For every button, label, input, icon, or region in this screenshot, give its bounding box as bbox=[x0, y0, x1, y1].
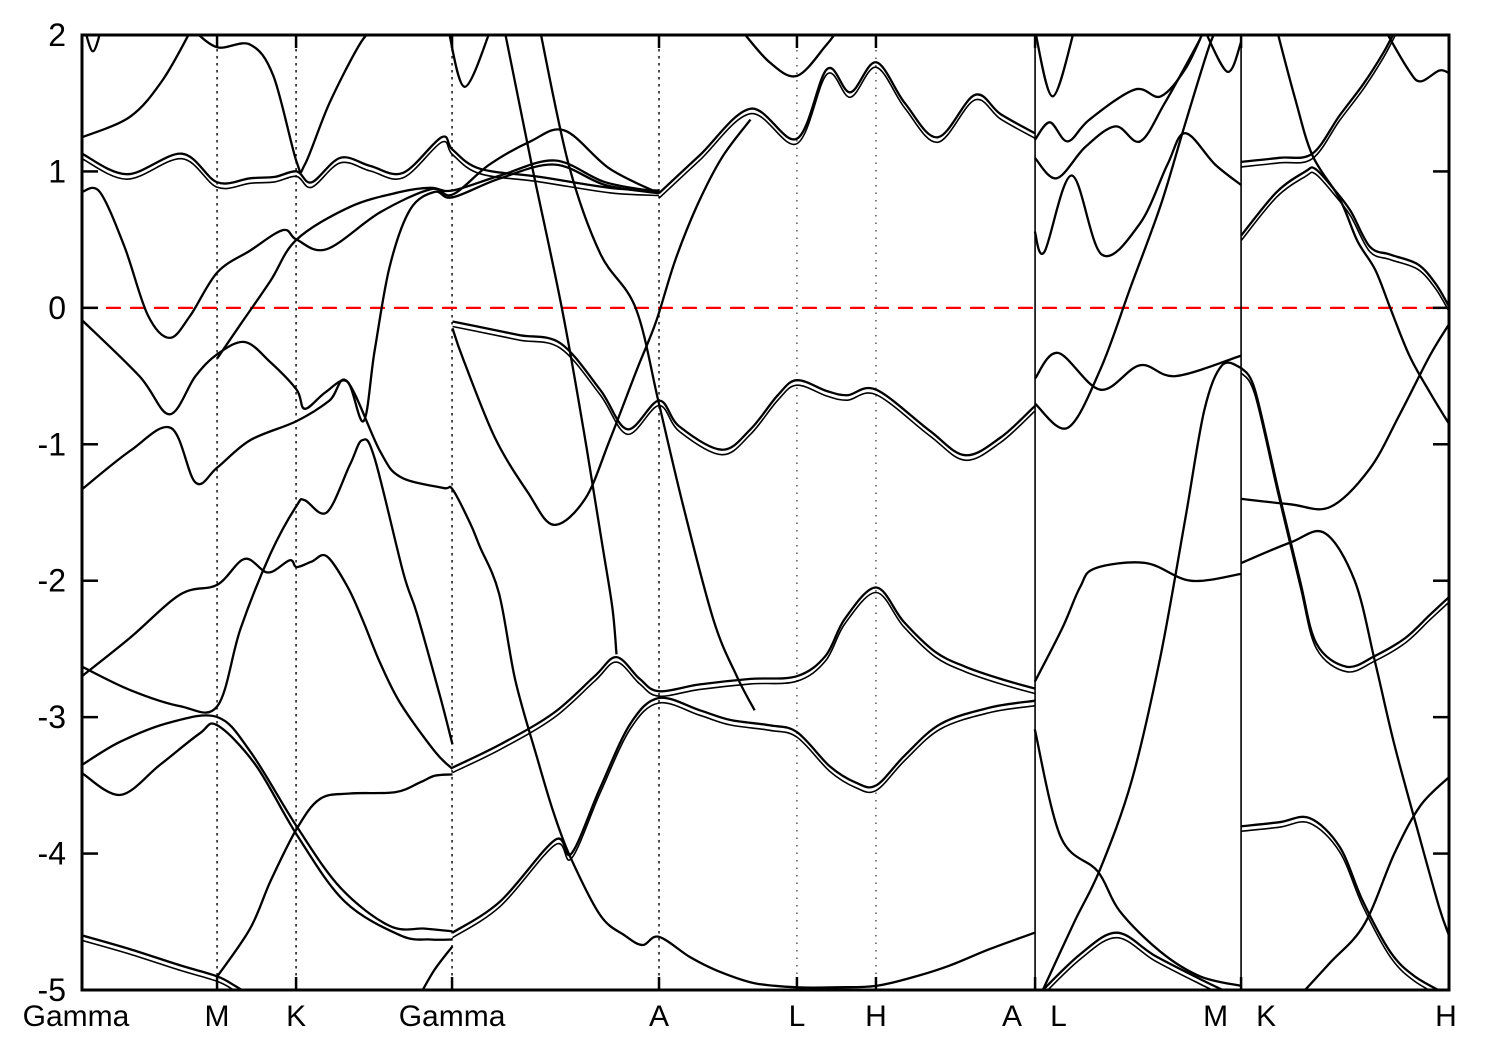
bands-group bbox=[82, 35, 1449, 990]
x-axis-label-9-M: M bbox=[1203, 1000, 1228, 1033]
x-axis-label-1-M: M bbox=[205, 1000, 230, 1033]
band-curve-p3-mid bbox=[1241, 323, 1449, 511]
x-axis-label-6-H: H bbox=[865, 1000, 887, 1033]
band-curve-p2-desc bbox=[1033, 729, 1242, 988]
band-curve-deep-2 bbox=[82, 438, 454, 745]
band-curve-p2-hump-pair bbox=[1046, 936, 1215, 990]
band-curve-p3-hump-pair bbox=[1240, 166, 1449, 308]
band-curve-upper-pair-A-L-H-A-pair bbox=[658, 66, 1036, 199]
band-curve-p3-top-v bbox=[1386, 35, 1449, 83]
band-curve-p2-top-v bbox=[1034, 35, 1075, 98]
band-curve-upper-pair-A-L-H-A bbox=[658, 61, 1036, 195]
x-axis-label-11-H: H bbox=[1435, 1000, 1457, 1033]
y-tick-label-5: -3 bbox=[38, 699, 66, 735]
y-tick-label-6: -4 bbox=[38, 836, 66, 872]
band-curve-p3-riser-pair-pair bbox=[1241, 35, 1397, 168]
band-curve-steep-1 bbox=[504, 35, 618, 655]
band-curve-bottom-1 bbox=[82, 714, 453, 933]
x-axis-label-4-A: A bbox=[649, 1000, 669, 1033]
y-tick-label-0: 2 bbox=[48, 17, 66, 53]
y-tick-label-4: -2 bbox=[38, 563, 66, 599]
band-curve-lower-pair-lower-pair bbox=[452, 701, 1035, 939]
x-axis-label-10-K: K bbox=[1256, 1000, 1276, 1033]
x-axis-label-0-Gamma: Gamma bbox=[23, 1000, 130, 1033]
band-curve-gamma-top-riser bbox=[82, 35, 190, 139]
band-curve-mid-3 bbox=[452, 320, 1036, 457]
band-curve-p2-mid-wavy bbox=[1033, 132, 1242, 258]
band-curve-mid-4 bbox=[451, 118, 752, 526]
band-curve-bottom-pair-gamma-pair bbox=[82, 939, 236, 990]
x-axis-label-8-L: L bbox=[1050, 1000, 1067, 1033]
plot-border bbox=[80, 33, 1451, 992]
x-axis-label-5-L: L bbox=[789, 1000, 806, 1033]
band-curve-p3-K-desc-pair bbox=[1240, 372, 1449, 673]
band-curve-p2-flat bbox=[1033, 351, 1242, 391]
band-curve-lower-pair-lower bbox=[451, 696, 1035, 934]
band-curve-p2-hump bbox=[1041, 931, 1226, 990]
band-curve-p3-bottom-pair-pair bbox=[1241, 821, 1431, 990]
band-curve-lower-pair-upper-pair bbox=[452, 591, 1036, 774]
band-curve-top-dip-L bbox=[743, 35, 836, 78]
band-curve-p2-riser bbox=[1034, 35, 1215, 430]
band-curve-wavy-1 bbox=[82, 135, 659, 192]
band-curve-p2-steep bbox=[1041, 361, 1242, 990]
band-curve-bottom-3 bbox=[216, 773, 453, 978]
y-tick-label-1: 1 bbox=[48, 153, 66, 189]
x-axis-label-2-K: K bbox=[286, 1000, 306, 1033]
band-curve-p3-hump-pair-pair bbox=[1240, 171, 1449, 312]
band-curve-p3-riser-pair bbox=[1241, 35, 1395, 164]
band-curve-p3-riser-low bbox=[1303, 776, 1449, 990]
band-curve-p2-wavy-2 bbox=[1033, 38, 1202, 180]
x-axis-label-7-A: A bbox=[1002, 1000, 1022, 1033]
band-curve-p3-peak bbox=[1240, 529, 1449, 936]
band-curve-lower-pair-upper bbox=[452, 586, 1036, 769]
band-curve-mid-3-pair bbox=[452, 325, 1036, 462]
band-curve-p3-K-desc bbox=[1240, 367, 1449, 669]
band-curve-bottom-pair-gamma bbox=[82, 934, 244, 990]
band-curve-p3-bottom-pair bbox=[1241, 815, 1441, 990]
y-tick-label-2: 0 bbox=[48, 290, 66, 326]
band-curve-deep-1 bbox=[82, 553, 454, 770]
band-curve-top-M-K-dip bbox=[197, 35, 369, 174]
band-curve-p2-M-dip bbox=[1205, 35, 1243, 73]
band-curve-steep-2 bbox=[539, 35, 756, 711]
y-tick-label-3: -1 bbox=[38, 426, 66, 462]
band-curve-alpha bbox=[216, 159, 660, 359]
band-curve-bottom-2 bbox=[82, 722, 453, 941]
x-axis-label-3-Gamma: Gamma bbox=[399, 1000, 506, 1033]
band-curve-mid-2-to-bottom bbox=[82, 378, 1036, 989]
y-tick-label-7: -5 bbox=[38, 972, 66, 1008]
band-curve-p2-plateau bbox=[1033, 561, 1242, 683]
